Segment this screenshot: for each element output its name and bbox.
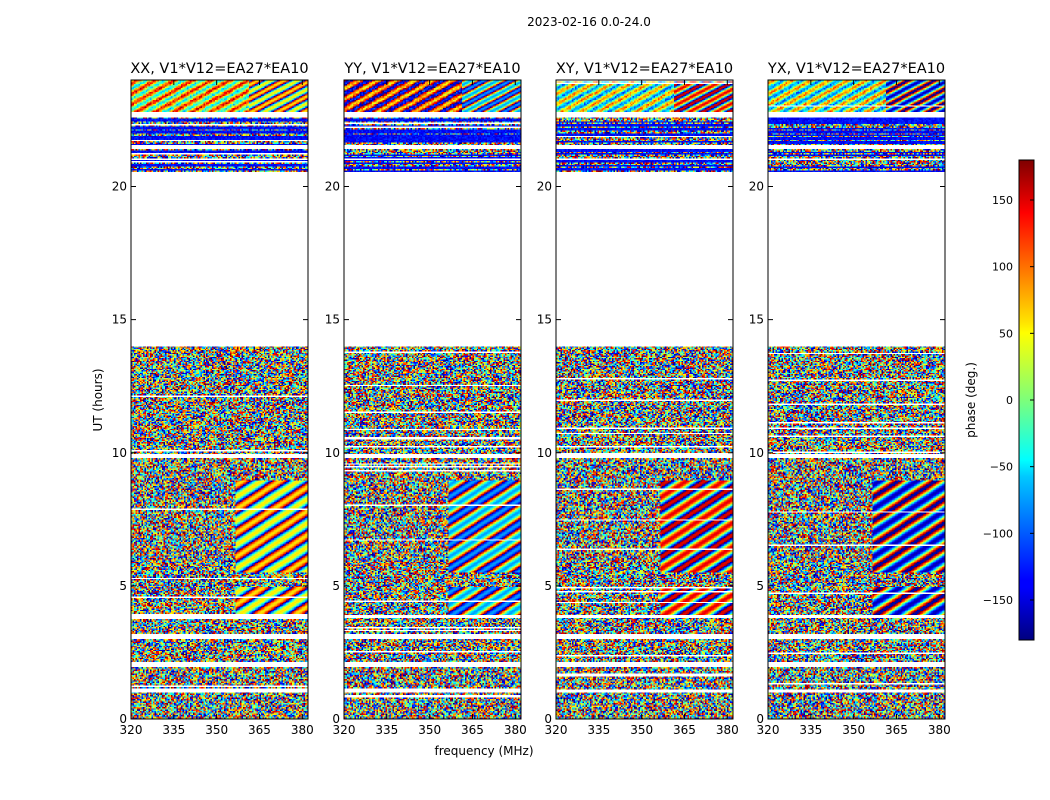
y-tick-label: 20 bbox=[325, 180, 340, 194]
colorbar-tick-label: −50 bbox=[990, 461, 1013, 474]
panel-xy: XY, V1*V12=EA27*EA10 320 335 350 365 380 0 5 10 1… bbox=[537, 61, 739, 737]
colorbar-tick-label: 100 bbox=[992, 261, 1013, 274]
panel-frame bbox=[343, 79, 522, 720]
x-tick-label: 320 bbox=[333, 723, 356, 737]
x-tick-label: 320 bbox=[545, 723, 568, 737]
panels-group: XX, V1*V12=EA27*EA10 320 335 350 365 380 0 5 10 1… bbox=[112, 61, 951, 737]
y-tick-label: 5 bbox=[544, 579, 552, 593]
y-tick-label: 15 bbox=[749, 313, 764, 327]
y-tick-label: 15 bbox=[537, 313, 552, 327]
colorbar-tick-label: 0 bbox=[1006, 394, 1013, 407]
x-tick-label: 365 bbox=[673, 723, 696, 737]
phase-image-xy bbox=[556, 80, 733, 719]
x-tick-label: 320 bbox=[120, 723, 143, 737]
x-tick-label: 335 bbox=[587, 723, 610, 737]
panel-title: XY, V1*V12=EA27*EA10 bbox=[556, 61, 733, 77]
x-tick-label: 335 bbox=[162, 723, 185, 737]
x-axis-label: frequency (MHz) bbox=[434, 744, 533, 758]
x-tick-label: 350 bbox=[205, 723, 228, 737]
x-tick-label: 335 bbox=[799, 723, 822, 737]
colorbar-ticks: 150 100 50 0 −50 −100 −150 bbox=[983, 194, 1034, 607]
colorbar-label: phase (deg.) bbox=[964, 362, 978, 438]
x-tick-label: 350 bbox=[418, 723, 441, 737]
x-tick-label: 380 bbox=[291, 723, 314, 737]
y-tick-label: 5 bbox=[756, 579, 764, 593]
colorbar-tick-label: −100 bbox=[983, 527, 1013, 540]
figure-suptitle: 2023-02-16 0.0-24.0 bbox=[527, 15, 651, 29]
y-tick-label: 0 bbox=[544, 712, 552, 726]
phase-image-yx bbox=[768, 80, 945, 719]
colorbar: 150 100 50 0 −50 −100 −150 phase (deg.) bbox=[964, 159, 1035, 641]
y-tick-label: 15 bbox=[112, 313, 127, 327]
panel-title: YY, V1*V12=EA27*EA10 bbox=[343, 61, 520, 77]
y-tick-label: 10 bbox=[749, 446, 764, 460]
panel-frame bbox=[555, 79, 734, 720]
y-tick-label: 0 bbox=[332, 712, 340, 726]
panel-yy: YY, V1*V12=EA27*EA10 320 335 350 365 380 0 5 10 1… bbox=[325, 61, 527, 737]
y-tick-label: 15 bbox=[325, 313, 340, 327]
x-tick-label: 380 bbox=[504, 723, 527, 737]
x-tick-label: 350 bbox=[842, 723, 865, 737]
phase-image-xx bbox=[131, 80, 308, 719]
y-tick-label: 20 bbox=[749, 180, 764, 194]
x-tick-label: 320 bbox=[757, 723, 780, 737]
y-tick-label: 0 bbox=[119, 712, 127, 726]
x-tick-label: 365 bbox=[885, 723, 908, 737]
y-axis-label: UT (hours) bbox=[91, 368, 105, 431]
panel-xx: XX, V1*V12=EA27*EA10 320 335 350 365 380 0 5 10 1… bbox=[112, 61, 314, 737]
colorbar-tick-label: 150 bbox=[992, 194, 1013, 207]
y-tick-label: 10 bbox=[112, 446, 127, 460]
colorbar-tick-label: −150 bbox=[983, 594, 1013, 607]
x-tick-label: 380 bbox=[928, 723, 951, 737]
panel-frame bbox=[767, 79, 946, 720]
panel-yx: YX, V1*V12=EA27*EA10 320 335 350 365 380 0 5 10 1… bbox=[749, 61, 951, 737]
x-tick-label: 365 bbox=[461, 723, 484, 737]
phase-image-yy bbox=[344, 80, 521, 719]
x-tick-label: 365 bbox=[248, 723, 271, 737]
panel-title: XX, V1*V12=EA27*EA10 bbox=[130, 61, 308, 77]
y-tick-label: 0 bbox=[756, 712, 764, 726]
panel-frame bbox=[130, 79, 309, 720]
y-tick-label: 20 bbox=[112, 180, 127, 194]
panel-title: YX, V1*V12=EA27*EA10 bbox=[767, 61, 945, 77]
y-tick-label: 10 bbox=[537, 446, 552, 460]
x-tick-label: 335 bbox=[375, 723, 398, 737]
y-tick-label: 20 bbox=[537, 180, 552, 194]
y-tick-label: 5 bbox=[332, 579, 340, 593]
x-tick-label: 350 bbox=[630, 723, 653, 737]
colorbar-tick-label: 50 bbox=[999, 327, 1013, 340]
y-tick-label: 10 bbox=[325, 446, 340, 460]
x-tick-label: 380 bbox=[716, 723, 739, 737]
y-tick-label: 5 bbox=[119, 579, 127, 593]
